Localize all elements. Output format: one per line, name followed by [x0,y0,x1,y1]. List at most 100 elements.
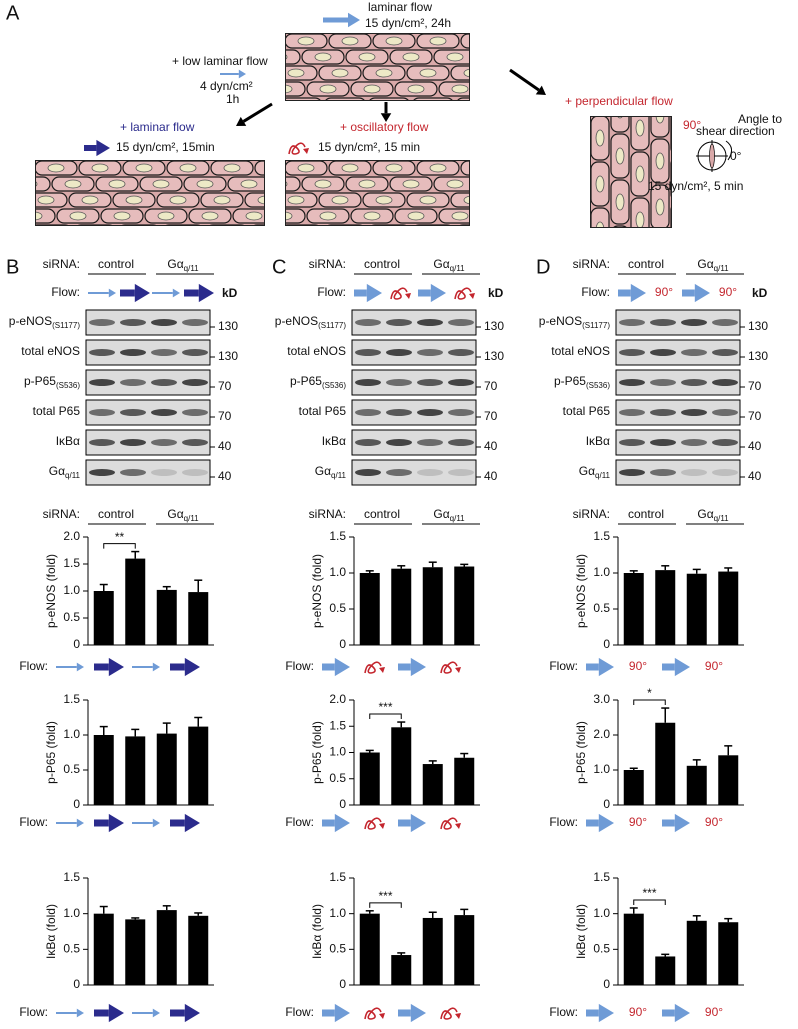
blot-band [120,439,146,446]
panel-letter: D [536,256,550,278]
bar [718,922,739,985]
nucleus [254,37,270,45]
y-axis-label: IκBα (fold) [44,904,58,959]
arrow [618,283,646,303]
nucleus [319,211,337,221]
bar [391,955,412,985]
blot-band [417,319,443,326]
bar [391,727,412,805]
cell-sheet [241,33,520,101]
oscillatory-icon [390,287,408,300]
cell [651,47,669,91]
cell [460,33,470,49]
blot-label: total P65 [299,404,347,418]
nucleus [595,129,605,147]
arrow [323,12,360,28]
diagram-text: + perpendicular flow [565,94,673,108]
cell [500,225,542,239]
cell [0,161,33,175]
nucleus [331,68,349,78]
cell [254,160,265,176]
bar [188,726,209,805]
arrow-head [410,657,426,677]
cell [241,34,283,48]
diagram-text: shear direction [696,124,775,138]
bar [93,591,114,645]
blot-band [89,319,115,326]
blot-band [89,379,115,386]
bar [188,915,209,985]
arrow-head [76,1008,84,1018]
oscillatory-icon [288,142,306,155]
kd-value: 130 [218,349,238,363]
diagram-text: 15 dyn/cm², 15 min [318,140,420,154]
group-label-sub: q/11 [450,514,466,523]
cell-sheet [285,160,542,239]
nucleus [314,179,332,189]
group-label: control [98,257,134,271]
y-tick-label: 0 [339,797,346,811]
arrow-head [334,813,350,833]
nucleus [285,53,288,61]
arrow [170,1003,200,1023]
arrow [170,813,200,833]
nucleus [513,228,529,236]
blot-label-main: Gα [579,464,595,478]
nucleus [595,175,605,193]
arrow-head [630,283,646,303]
kd-value: 130 [748,319,768,333]
significance-label: *** [378,889,392,903]
nucleus [263,228,279,236]
significance-bracket [103,543,136,549]
nucleus [43,228,59,236]
nucleus [307,228,323,236]
bar [454,915,475,985]
sirna-label: siRNA: [43,257,80,271]
blot-band [417,439,443,446]
bar [686,765,707,805]
y-axis-label: p-P65 (fold) [574,721,588,784]
arrow [398,657,426,677]
group-label: Gαq/11 [167,507,199,523]
cell [285,81,306,97]
nucleus [595,221,605,228]
diagram-text: 15 dyn/cm², 5 min [648,179,743,193]
oscillatory-icon [440,817,458,830]
arrow-shaft [509,68,540,92]
bar [359,573,380,645]
nucleus [425,228,441,236]
blot-label-sub: q/11 [331,471,347,480]
cell [326,224,364,226]
nucleus [35,211,43,221]
nucleus [402,179,420,189]
y-axis-label: p-eNOS (fold) [44,554,58,628]
cell [478,50,520,64]
bar [359,752,380,805]
y-tick-label: 2.0 [593,727,610,741]
oscillatory-icon [440,1007,458,1020]
blot-band [182,469,208,476]
flow-label: Flow: [19,659,48,673]
blot-band [619,409,645,416]
blot-label: p-P65(S536) [554,374,610,390]
arrow-head [152,662,160,672]
nucleus [113,211,131,221]
nucleus [358,52,376,62]
y-axis-label: IκBα (fold) [310,904,324,959]
cell [414,224,452,226]
blot-label: p-eNOS(S1177) [9,314,81,330]
panel-letter: C [272,256,286,278]
sirna-label: siRNA: [309,257,346,271]
arrow-head [76,818,84,828]
blot-band [182,379,208,386]
cell [370,224,408,226]
arrow [84,139,110,157]
nucleus [257,195,265,205]
angle-arc [725,140,732,161]
y-tick-label: 0.5 [329,601,346,615]
nucleus [463,68,470,78]
kd-value: 70 [218,409,232,423]
y-axis-label: p-P65 (fold) [44,721,58,784]
significance-label: *** [378,700,392,714]
blot-band [355,319,381,326]
